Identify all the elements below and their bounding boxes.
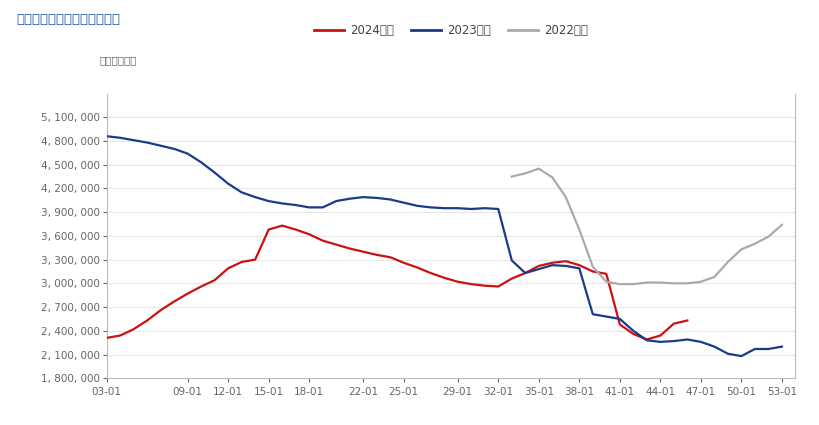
Legend: 2024年度, 2023年度, 2022年度: 2024年度, 2023年度, 2022年度 [310,20,591,42]
Text: 单位：立方米: 单位：立方米 [100,55,137,65]
Text: 原木：港口库存：中国（周）: 原木：港口库存：中国（周） [16,13,120,26]
